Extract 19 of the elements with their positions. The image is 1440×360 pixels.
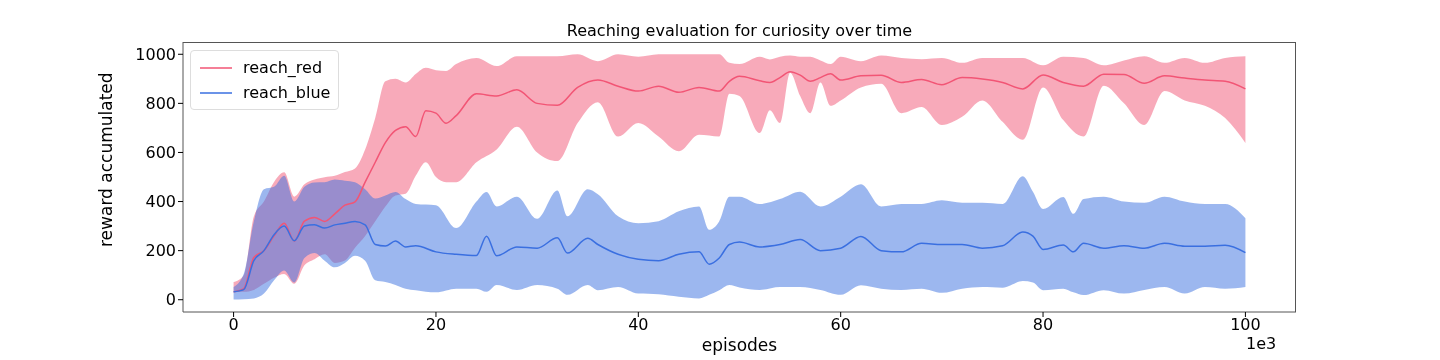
legend-label: reach_red — [243, 58, 323, 77]
y-tick-label: 0 — [165, 290, 176, 310]
x-tick-label: 20 — [425, 315, 447, 335]
text: 1e3 — [1246, 334, 1277, 353]
y-axis-title: reward accumulated — [96, 72, 117, 247]
y-tick-label: 800 — [145, 94, 176, 114]
x-axis-title: episodes — [701, 335, 778, 355]
x-tick-label: 100 — [1230, 315, 1261, 335]
x-tick-label: 80 — [1032, 315, 1054, 335]
chart-title: Reaching evaluation for curiosity over time — [565, 21, 914, 40]
y-tick-label: 200 — [145, 241, 176, 261]
y-tick-label: 600 — [145, 143, 176, 163]
x-tick-label: 0 — [228, 315, 239, 335]
x-tick-label: 40 — [628, 315, 649, 335]
legend-label: reach_blue — [243, 83, 331, 102]
line-series — [232, 220, 1247, 293]
y-tick-label: 1000 — [135, 44, 176, 64]
x-tick-label: 60 — [830, 315, 851, 335]
y-tick-label: 400 — [145, 192, 176, 212]
